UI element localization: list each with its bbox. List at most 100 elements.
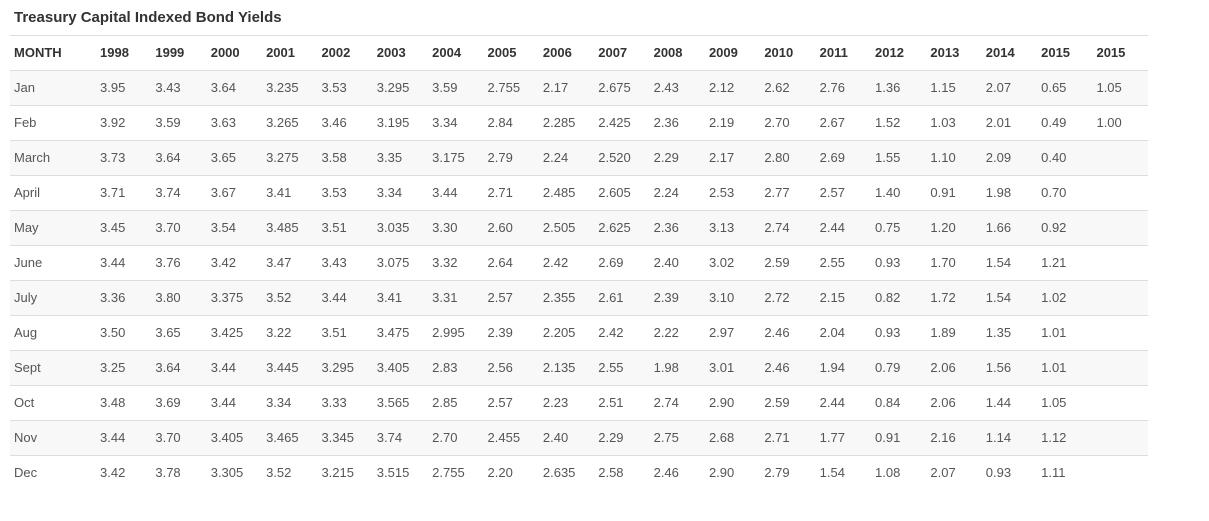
value-cell: 0.40 — [1037, 140, 1093, 176]
value-cell: 2.29 — [649, 140, 705, 176]
value-cell: 2.57 — [483, 280, 539, 316]
value-cell: 0.91 — [926, 175, 982, 211]
value-cell — [1092, 455, 1148, 490]
value-cell: 3.51 — [317, 315, 373, 351]
value-cell: 2.90 — [704, 385, 761, 421]
table-row: Aug 3.50 3.65 3.425 3.22 3.51 3.475 2.995 2.39 2.… — [10, 315, 1148, 351]
table-row: April 3.71 3.74 3.67 3.41 3.53 3.34 3.44 2.71 2.4… — [10, 175, 1148, 211]
value-cell: 2.62 — [760, 70, 816, 106]
value-cell: 3.43 — [151, 70, 207, 106]
value-cell: 3.65 — [206, 140, 263, 176]
value-cell: 3.31 — [428, 280, 484, 316]
month-cell: Dec — [10, 455, 96, 490]
value-cell: 3.01 — [704, 350, 761, 386]
value-cell: 3.73 — [96, 140, 152, 176]
value-cell: 2.06 — [926, 350, 982, 386]
value-cell: 1.05 — [1037, 385, 1093, 421]
value-cell — [1092, 280, 1148, 316]
value-cell: 1.36 — [871, 70, 927, 106]
value-cell: 3.34 — [372, 175, 429, 211]
value-cell: 3.43 — [317, 245, 373, 281]
value-cell: 0.70 — [1037, 175, 1093, 211]
value-cell: 2.44 — [815, 385, 872, 421]
value-cell: 0.79 — [871, 350, 927, 386]
year-column-header: 2005 — [483, 35, 539, 71]
value-cell: 2.42 — [594, 315, 650, 351]
value-cell: 2.40 — [538, 420, 595, 456]
table-body: Jan 3.95 3.43 3.64 3.235 3.53 3.295 3.59 2.755 2.… — [10, 70, 1148, 490]
value-cell: 1.21 — [1037, 245, 1093, 281]
value-cell: 0.91 — [871, 420, 927, 456]
value-cell: 3.35 — [372, 140, 429, 176]
value-cell: 2.79 — [760, 455, 816, 490]
value-cell: 3.78 — [151, 455, 207, 490]
month-cell: Aug — [10, 315, 96, 351]
value-cell: 3.34 — [428, 105, 484, 141]
value-cell: 2.39 — [483, 315, 539, 351]
value-cell: 2.19 — [704, 105, 761, 141]
value-cell: 1.52 — [871, 105, 927, 141]
value-cell: 1.08 — [871, 455, 927, 490]
value-cell: 3.44 — [96, 420, 152, 456]
month-cell: Jan — [10, 70, 96, 106]
value-cell: 2.64 — [483, 245, 539, 281]
value-cell: 2.46 — [649, 455, 705, 490]
value-cell: 3.58 — [317, 140, 373, 176]
value-cell: 3.195 — [372, 105, 429, 141]
value-cell: 2.75 — [649, 420, 705, 456]
value-cell: 1.15 — [926, 70, 982, 106]
value-cell: 3.92 — [96, 105, 152, 141]
value-cell: 2.520 — [594, 140, 650, 176]
value-cell: 3.64 — [151, 350, 207, 386]
value-cell — [1092, 140, 1148, 176]
value-cell: 3.34 — [262, 385, 318, 421]
value-cell: 3.44 — [206, 385, 263, 421]
value-cell: 1.35 — [981, 315, 1038, 351]
value-cell: 2.425 — [594, 105, 650, 141]
value-cell: 3.515 — [372, 455, 429, 490]
value-cell: 3.41 — [262, 175, 318, 211]
month-cell: Sept — [10, 350, 96, 386]
value-cell: 3.63 — [206, 105, 263, 141]
table-row: June 3.44 3.76 3.42 3.47 3.43 3.075 3.32 2.64 2.4… — [10, 245, 1148, 281]
value-cell: 2.635 — [538, 455, 595, 490]
value-cell: 2.67 — [815, 105, 872, 141]
value-cell: 1.72 — [926, 280, 982, 316]
value-cell: 2.605 — [594, 175, 650, 211]
value-cell: 2.24 — [538, 140, 595, 176]
value-cell: 2.46 — [760, 315, 816, 351]
value-cell: 2.77 — [760, 175, 816, 211]
value-cell: 1.05 — [1092, 70, 1148, 106]
table-row: Sept 3.25 3.64 3.44 3.445 3.295 3.405 2.83 2.56 2… — [10, 350, 1148, 386]
value-cell: 2.83 — [428, 350, 484, 386]
year-column-header: 2012 — [871, 35, 927, 71]
value-cell: 1.94 — [815, 350, 872, 386]
value-cell: 2.16 — [926, 420, 982, 456]
year-column-header: 2002 — [317, 35, 373, 71]
value-cell: 3.80 — [151, 280, 207, 316]
value-cell: 3.51 — [317, 210, 373, 246]
value-cell: 3.32 — [428, 245, 484, 281]
value-cell: 3.71 — [96, 175, 152, 211]
value-cell: 2.69 — [815, 140, 872, 176]
value-cell: 2.36 — [649, 105, 705, 141]
value-cell: 3.74 — [372, 420, 429, 456]
year-column-header: 2013 — [926, 35, 982, 71]
value-cell: 2.06 — [926, 385, 982, 421]
value-cell: 0.84 — [871, 385, 927, 421]
value-cell: 1.56 — [981, 350, 1038, 386]
value-cell: 2.85 — [428, 385, 484, 421]
value-cell: 1.89 — [926, 315, 982, 351]
value-cell: 1.20 — [926, 210, 982, 246]
value-cell: 0.75 — [871, 210, 927, 246]
value-cell: 3.36 — [96, 280, 152, 316]
value-cell: 2.55 — [815, 245, 872, 281]
value-cell: 2.07 — [981, 70, 1038, 106]
value-cell: 1.01 — [1037, 315, 1093, 351]
year-column-header: 2008 — [649, 35, 705, 71]
value-cell: 3.76 — [151, 245, 207, 281]
value-cell: 1.02 — [1037, 280, 1093, 316]
value-cell: 2.355 — [538, 280, 595, 316]
value-cell: 1.00 — [1092, 105, 1148, 141]
value-cell: 2.205 — [538, 315, 595, 351]
